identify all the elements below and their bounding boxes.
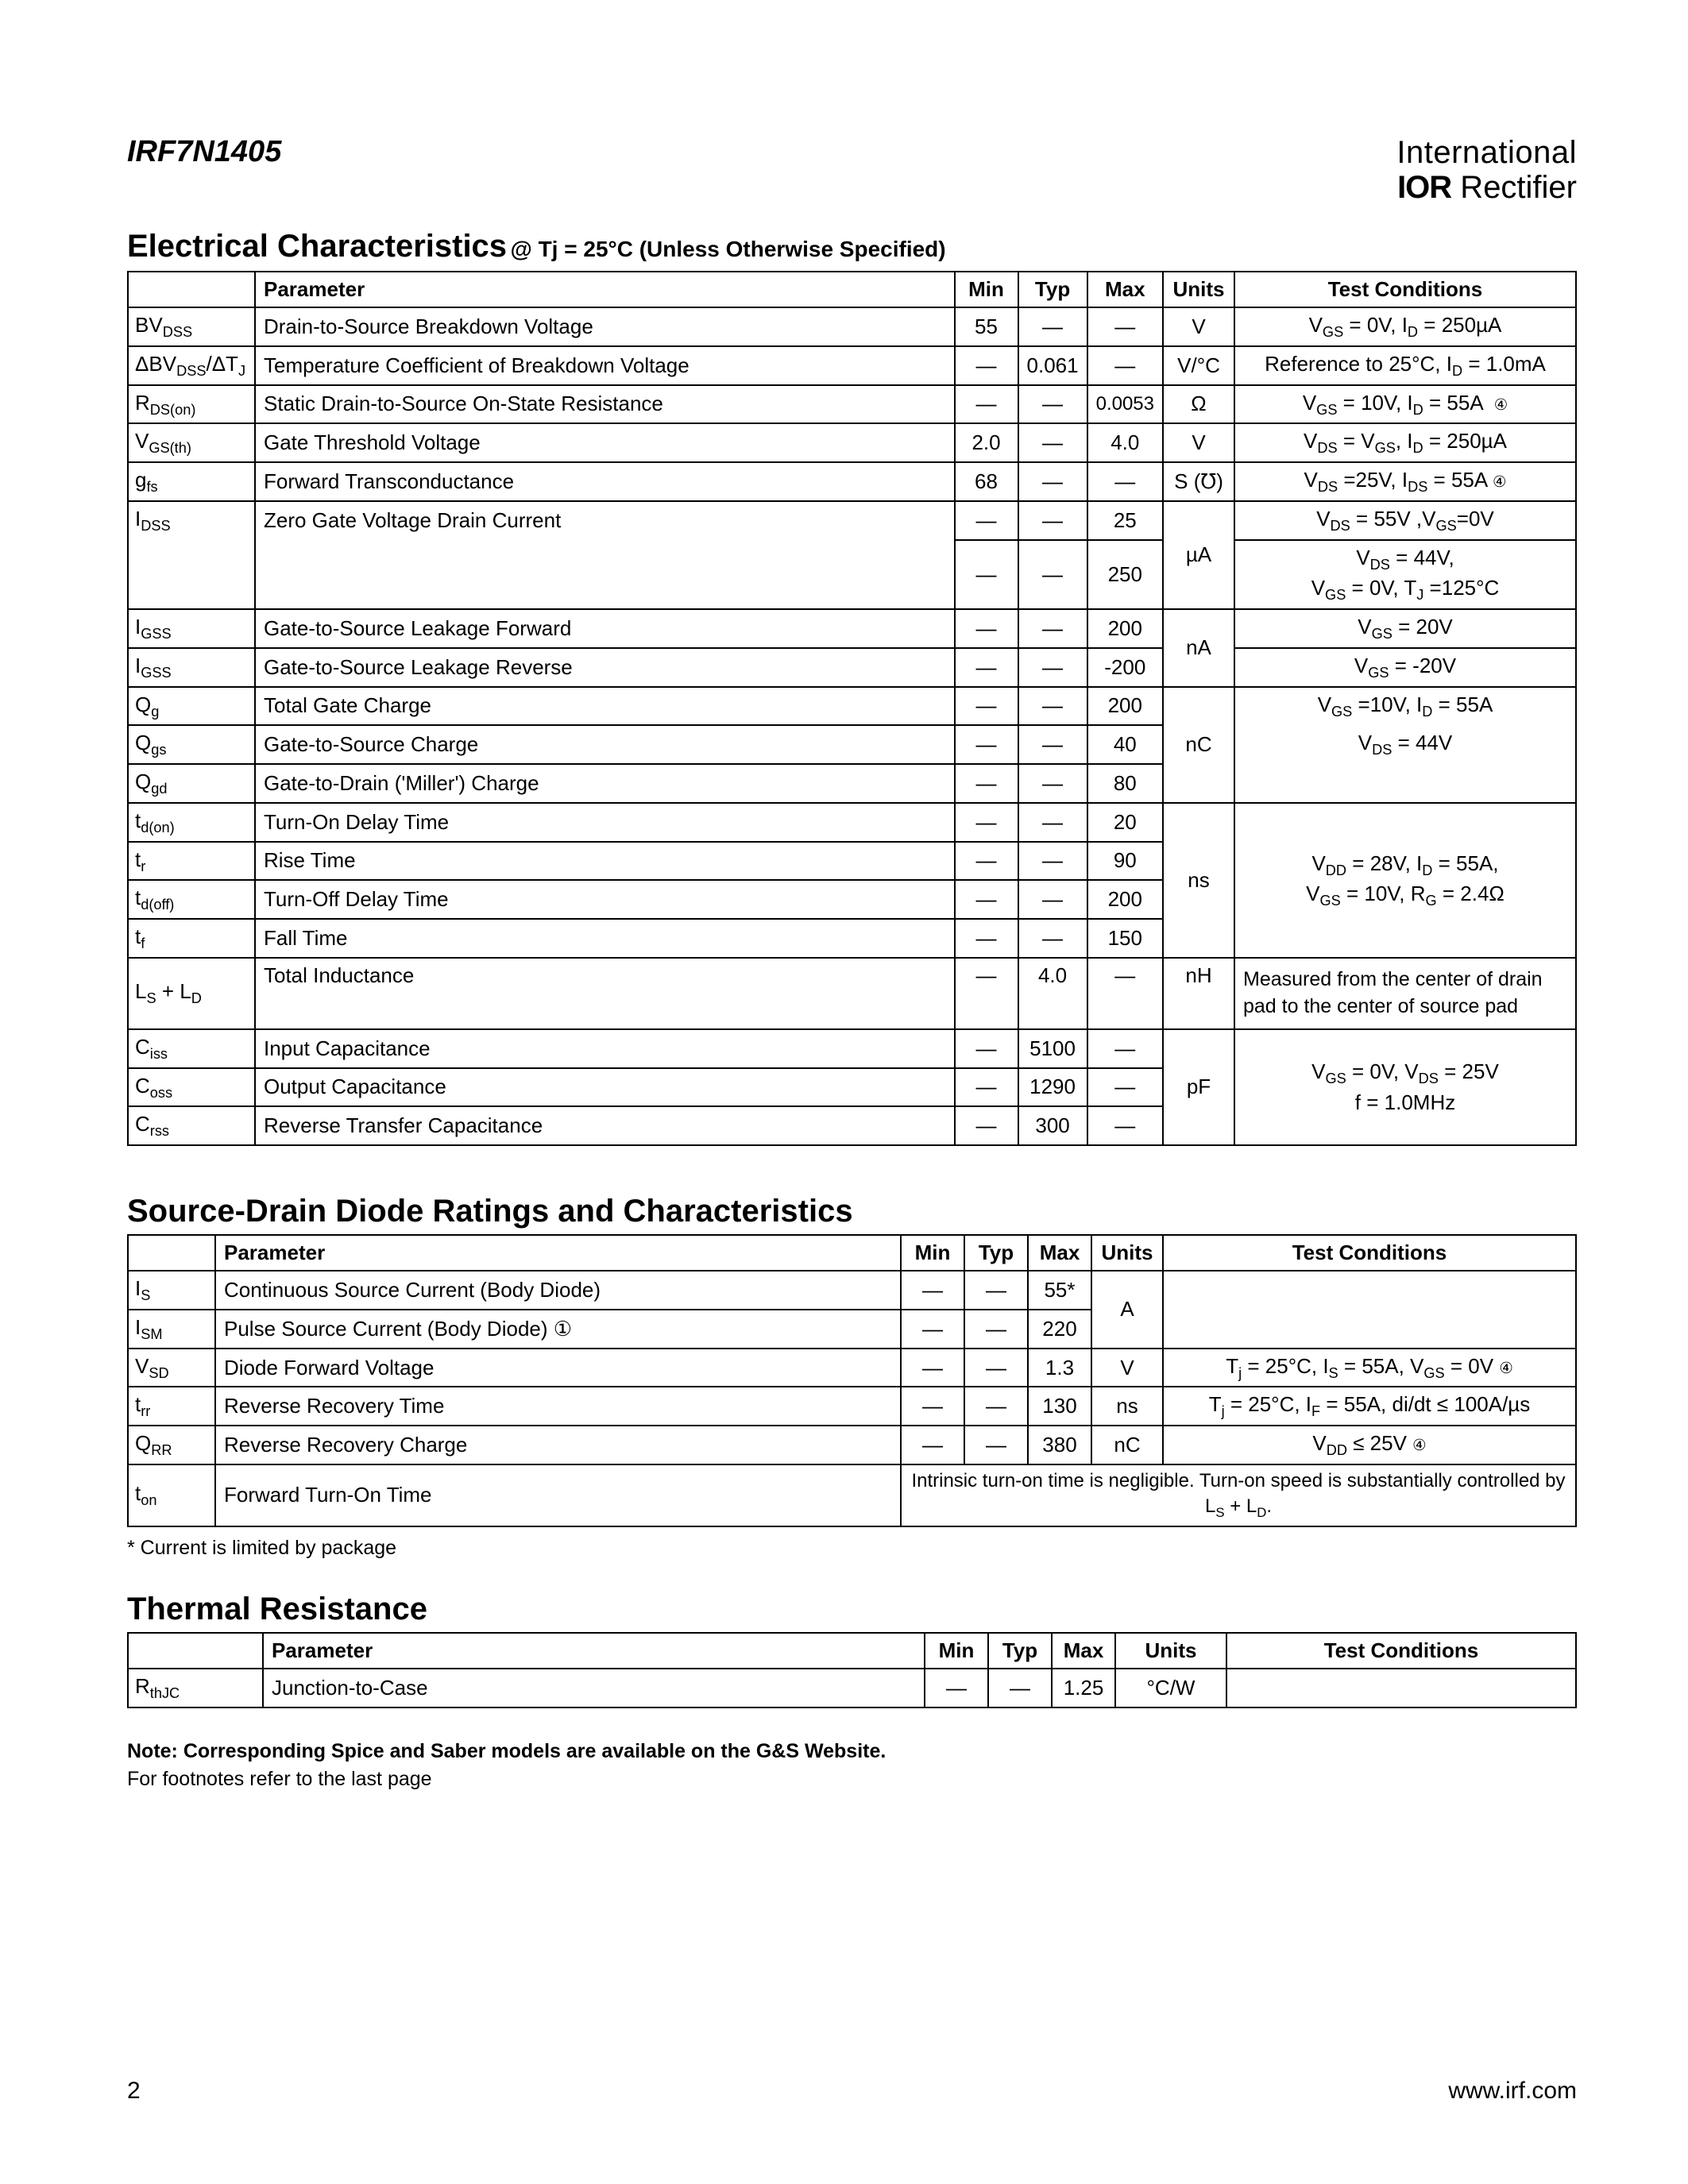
section-electrical: Electrical Characteristics @ Tj = 25°C (… (127, 229, 1577, 1146)
page-number: 2 (127, 2078, 141, 2105)
table-row: gfs Forward Transconductance 68 — — S (℧… (128, 462, 1576, 501)
note-spice: Note: Corresponding Spice and Saber mode… (127, 1740, 1577, 1763)
th-max: Max (1087, 272, 1163, 307)
table-row: IS Continuous Source Current (Body Diode… (128, 1271, 1576, 1310)
table-row: ton Forward Turn-On Time Intrinsic turn-… (128, 1464, 1576, 1526)
brand-line2: IOR Rectifier (1396, 170, 1577, 205)
brand-line1: International (1396, 135, 1577, 170)
table-header-row: Parameter Min Typ Max Units Test Conditi… (128, 1235, 1576, 1271)
footnote-current-limited: * Current is limited by package (127, 1537, 1577, 1560)
brand-logo: International IOR Rectifier (1396, 135, 1577, 205)
th-units: Units (1163, 272, 1234, 307)
datasheet-page: IRF7N1405 International IOR Rectifier El… (0, 0, 1688, 2184)
section3-title: Thermal Resistance (127, 1592, 1577, 1627)
table-row: RDS(on) Static Drain-to-Source On-State … (128, 385, 1576, 424)
table-row: Ciss Input Capacitance — 5100 — VGS = 0V… (128, 1029, 1576, 1068)
footer: 2 www.irf.com (127, 2078, 1577, 2105)
table-electrical: Parameter Min Typ Max Units Test Conditi… (127, 271, 1577, 1146)
table-row: IDSS Zero Gate Voltage Drain Current — —… (128, 501, 1576, 540)
section-source-drain: Source-Drain Diode Ratings and Character… (127, 1194, 1577, 1560)
table-row: VGS(th) Gate Threshold Voltage 2.0 — 4.0… (128, 423, 1576, 462)
table-row: RthJC Junction-to-Case — — 1.25 °C/W (128, 1669, 1576, 1707)
table-row: Qg Total Gate Charge — — 200 VGS =10V, I… (128, 687, 1576, 726)
table-row: trr Reverse Recovery Time — — 130 ns Tj … (128, 1387, 1576, 1426)
table-row: BVDSS Drain-to-Source Breakdown Voltage … (128, 307, 1576, 346)
note-footnotes: For footnotes refer to the last page (127, 1768, 1577, 1791)
th-min: Min (955, 272, 1018, 307)
table-row: ΔBVDSS/ΔTJ Temperature Coefficient of Br… (128, 346, 1576, 385)
header: IRF7N1405 International IOR Rectifier (127, 135, 1577, 205)
table-thermal: Parameter Min Typ Max Units Test Conditi… (127, 1632, 1577, 1708)
table-row: — — 250 VDS = 44V,VGS = 0V, TJ =125°C (128, 540, 1576, 610)
th-blank (128, 272, 255, 307)
table-row: td(on) Turn-On Delay Time — — 20 ns VDD … (128, 803, 1576, 842)
table-row: IGSS Gate-to-Source Leakage Reverse — — … (128, 648, 1576, 687)
table-row: Qgd Gate-to-Drain ('Miller') Charge — — … (128, 764, 1576, 803)
table-header-row: Parameter Min Typ Max Units Test Conditi… (128, 272, 1576, 307)
th-param: Parameter (255, 272, 955, 307)
section1-subtitle: @ Tj = 25°C (Unless Otherwise Specified) (511, 237, 946, 261)
th-typ: Typ (1018, 272, 1087, 307)
table-row: Qgs Gate-to-Source Charge — — 40 nC VDS … (128, 725, 1576, 764)
table-source-drain: Parameter Min Typ Max Units Test Conditi… (127, 1234, 1577, 1527)
section2-title: Source-Drain Diode Ratings and Character… (127, 1194, 1577, 1229)
section1-title: Electrical Characteristics (127, 229, 507, 264)
table-row: LS + LD Total Inductance — 4.0 — nH Meas… (128, 958, 1576, 1029)
part-number: IRF7N1405 (127, 135, 281, 169)
table-header-row: Parameter Min Typ Max Units Test Conditi… (128, 1633, 1576, 1669)
table-row: VSD Diode Forward Voltage — — 1.3 V Tj =… (128, 1349, 1576, 1387)
section-thermal: Thermal Resistance Parameter Min Typ Max… (127, 1592, 1577, 1708)
table-row: QRR Reverse Recovery Charge — — 380 nC V… (128, 1426, 1576, 1464)
footer-url: www.irf.com (1448, 2078, 1577, 2105)
th-cond: Test Conditions (1234, 272, 1576, 307)
table-row: IGSS Gate-to-Source Leakage Forward — — … (128, 609, 1576, 648)
